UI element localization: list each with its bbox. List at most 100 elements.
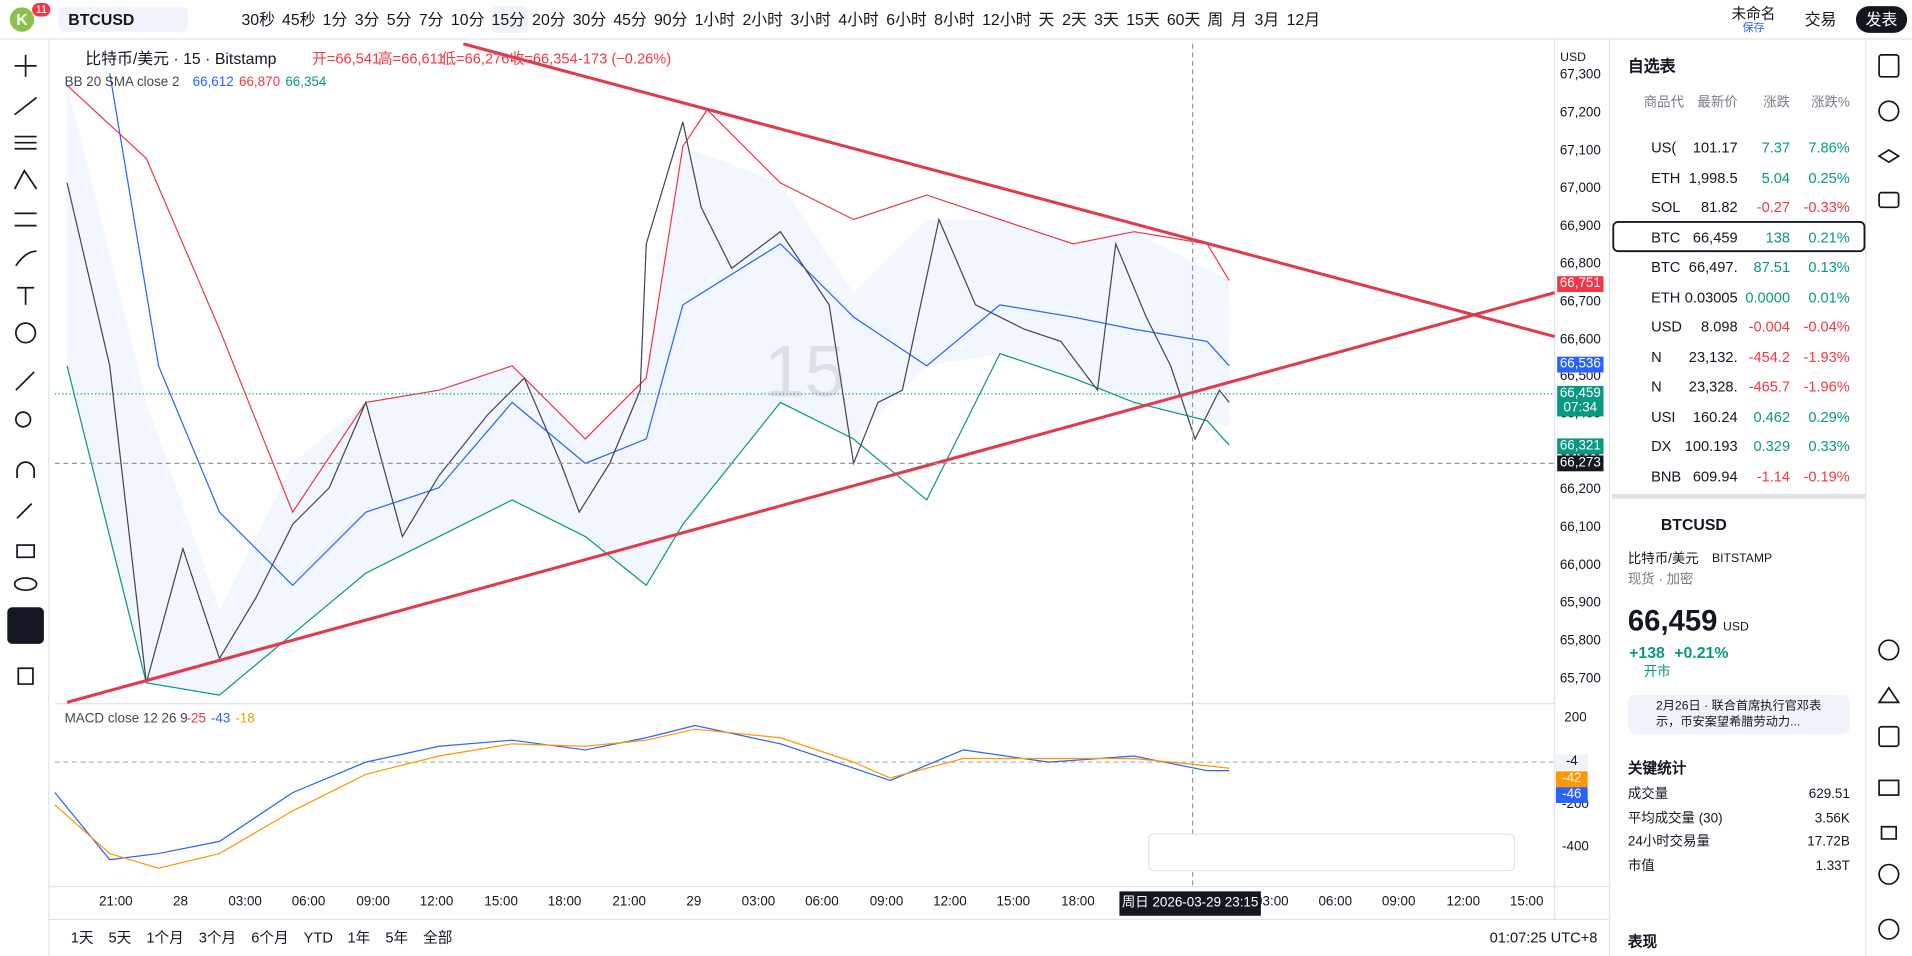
range[interactable]: 1个月: [146, 929, 184, 947]
trade[interactable]: 交易: [1804, 10, 1837, 29]
change: -173 (−0.26%): [577, 49, 672, 68]
watchlist-cell[interactable]: SOL: [1651, 198, 1681, 216]
interval[interactable]: 月: [1230, 10, 1247, 29]
interval[interactable]: 30秒: [241, 10, 275, 29]
watchlist-title: 自选表: [1627, 56, 1676, 75]
column-header: 商品代: [1643, 95, 1684, 111]
interval[interactable]: 12月: [1286, 10, 1321, 29]
interval[interactable]: 周: [1207, 10, 1224, 29]
range[interactable]: 全部: [423, 929, 453, 947]
watchlist-cell[interactable]: USI: [1651, 407, 1676, 425]
interval[interactable]: 5分: [386, 10, 412, 29]
macd-value: -25: [186, 711, 206, 727]
stat-label: 平均成交量 (30): [1627, 810, 1723, 826]
interval[interactable]: 2小时: [742, 10, 784, 29]
watchlist-cell: -0.27: [1756, 198, 1791, 216]
stat-value: 629.51: [1808, 787, 1850, 802]
price-label: 66,600: [1559, 331, 1601, 347]
interval[interactable]: 30分: [572, 10, 607, 29]
interval[interactable]: 2天: [1062, 10, 1087, 29]
range[interactable]: 3个月: [198, 929, 237, 947]
watchlist-cell[interactable]: BTC: [1651, 228, 1681, 246]
interval[interactable]: 7分: [418, 10, 444, 29]
interval[interactable]: 15分: [491, 10, 526, 29]
indicator-value: 66,612: [192, 74, 234, 90]
interval[interactable]: 天: [1038, 10, 1055, 29]
interval[interactable]: 45分: [613, 10, 647, 29]
time-label: 03:00: [741, 894, 776, 910]
watchlist-cell: 0.25%: [1808, 168, 1850, 186]
interval[interactable]: 90分: [653, 10, 688, 29]
range[interactable]: YTD: [303, 929, 333, 947]
range[interactable]: 5年: [385, 929, 409, 947]
watchlist-cell: 87.51: [1753, 258, 1791, 276]
watchlist-cell[interactable]: US(: [1651, 139, 1677, 157]
watchlist-cell[interactable]: BNB: [1651, 467, 1682, 485]
indicator-value: 66,870: [239, 74, 281, 90]
watchlist-cell[interactable]: N: [1651, 378, 1662, 396]
price-label: 66,800: [1559, 256, 1601, 271]
price-badge: 66,321: [1557, 438, 1604, 455]
interval[interactable]: 1小时: [694, 10, 736, 29]
range[interactable]: 6个月: [251, 929, 289, 947]
interval[interactable]: 10分: [450, 10, 485, 29]
detail-change: +138: [1629, 643, 1665, 662]
macd-badge: -46: [1555, 787, 1588, 803]
interval[interactable]: 45秒: [282, 10, 316, 29]
range[interactable]: 1年: [347, 929, 371, 947]
interval[interactable]: 3分: [354, 10, 380, 29]
watchlist-cell: 0.33%: [1808, 437, 1850, 455]
range[interactable]: 5天: [108, 929, 132, 947]
interval[interactable]: 20分: [532, 10, 566, 29]
detail-name: 比特币/美元: [1627, 551, 1699, 567]
watchlist-cell: -0.19%: [1803, 467, 1850, 485]
interval[interactable]: 4小时: [838, 10, 879, 29]
watchlist-cell: 1,998.5: [1688, 168, 1738, 186]
watchlist-cell: -0.04%: [1803, 318, 1850, 336]
interval[interactable]: 3小时: [790, 10, 831, 29]
watchlist-cell: -1.14: [1756, 467, 1791, 485]
time-label: 29: [686, 894, 702, 910]
watchlist-cell: 0.13%: [1808, 258, 1850, 276]
interval[interactable]: 3天: [1094, 10, 1119, 29]
badge: 11: [32, 3, 51, 17]
interval[interactable]: 8小时: [934, 10, 975, 29]
watchlist-cell: -1.93%: [1803, 348, 1850, 366]
price-badge: 66,273: [1557, 455, 1604, 472]
watchlist-cell: 0.03005: [1684, 288, 1738, 306]
watchlist-cell[interactable]: N: [1651, 348, 1662, 366]
watchlist-cell[interactable]: USD: [1651, 318, 1682, 336]
interval[interactable]: 60天: [1166, 10, 1201, 29]
time-label: 15:00: [1509, 894, 1544, 910]
range[interactable]: 1天: [70, 929, 94, 947]
price-badge: 66,459: [1557, 385, 1604, 402]
watchlist-cell[interactable]: BTC: [1651, 258, 1681, 276]
macd-value: -43: [210, 711, 231, 727]
symbol[interactable]: BTCUSD: [68, 10, 135, 29]
watchlist-cell: 23,328.: [1688, 378, 1738, 396]
price-label: 66,900: [1559, 218, 1601, 234]
time-label: 06:00: [805, 894, 839, 910]
macd-badge: -42: [1555, 771, 1588, 788]
detail-price: 66,459: [1627, 604, 1718, 638]
interval[interactable]: 15天: [1126, 10, 1160, 29]
column-header: 涨跌%: [1811, 95, 1850, 111]
news[interactable]: 2月26日 · 联合首席执行官邓表示，币安案望希腊劳动力...: [1655, 699, 1822, 730]
layout-name[interactable]: 未命名: [1731, 4, 1776, 22]
macd-label: MACD close 12 26 9: [64, 711, 188, 727]
interval[interactable]: 6小时: [886, 10, 927, 29]
watchlist-cell: 5.04: [1761, 168, 1791, 186]
interval[interactable]: 1分: [322, 10, 348, 29]
time-label: 09:00: [356, 894, 390, 910]
interval[interactable]: 3月: [1254, 10, 1280, 29]
time-label: 18:00: [1061, 894, 1095, 910]
interval[interactable]: 12小时: [982, 10, 1032, 29]
detail-symbol: BTCUSD: [1660, 515, 1727, 534]
watchlist-cell: 160.24: [1692, 407, 1738, 425]
watchlist-cell[interactable]: ETH: [1651, 168, 1681, 186]
publish[interactable]: 发表: [1865, 10, 1898, 29]
time-label: 21:00: [612, 894, 646, 910]
watchlist-cell[interactable]: DX: [1651, 437, 1672, 455]
watchlist-cell[interactable]: ETH: [1651, 288, 1681, 306]
price-label: 67,200: [1559, 105, 1601, 121]
